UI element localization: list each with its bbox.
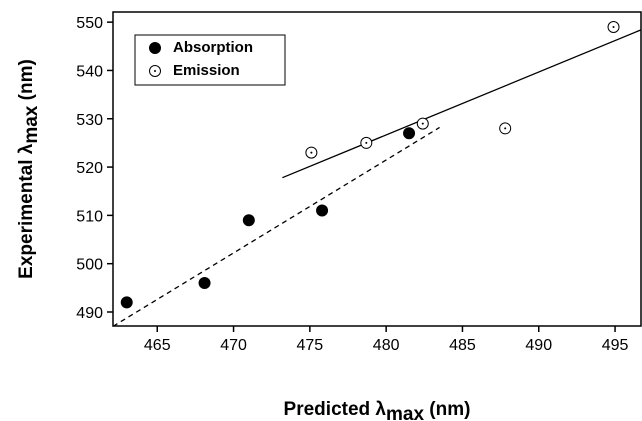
point bbox=[403, 127, 416, 140]
point-dot bbox=[612, 25, 615, 28]
x-tick-label: 475 bbox=[297, 337, 324, 354]
y-tick-label: 500 bbox=[76, 257, 103, 274]
fit-line bbox=[282, 29, 641, 179]
x-tick-label: 470 bbox=[220, 337, 247, 354]
x-tick-label: 465 bbox=[144, 337, 171, 354]
y-tick-label: 510 bbox=[76, 208, 103, 225]
fit-lines bbox=[113, 29, 641, 326]
legend-label: Absorption bbox=[173, 39, 253, 56]
point bbox=[120, 296, 133, 309]
point bbox=[316, 204, 329, 217]
y-label-unit: (nm) bbox=[16, 59, 37, 105]
y-tick-label: 490 bbox=[76, 305, 103, 322]
y-tick-label: 520 bbox=[76, 160, 103, 177]
x-tick-label: 480 bbox=[373, 337, 400, 354]
point bbox=[499, 122, 512, 135]
point bbox=[198, 277, 211, 290]
point-dot bbox=[504, 127, 507, 130]
x-tick-label: 490 bbox=[525, 337, 552, 354]
legend-box bbox=[134, 34, 286, 86]
x-axis-label: Predicted λmax (nm) bbox=[284, 399, 471, 421]
x-label-unit: (nm) bbox=[424, 399, 470, 420]
y-axis-label: Experimental λmax (nm) bbox=[16, 59, 42, 279]
point-dot bbox=[154, 70, 156, 72]
point bbox=[416, 117, 429, 130]
point bbox=[360, 136, 373, 149]
plot-frame bbox=[112, 11, 642, 327]
y-label-sub: max bbox=[21, 105, 42, 143]
x-tick-label: 495 bbox=[602, 337, 629, 354]
x-label-sub: max bbox=[386, 404, 424, 421]
fit-line bbox=[113, 126, 440, 326]
point-dot bbox=[365, 141, 368, 144]
y-tick-label: 530 bbox=[76, 112, 103, 129]
legend-label: Emission bbox=[173, 62, 240, 79]
point bbox=[242, 214, 255, 227]
point bbox=[149, 65, 161, 77]
y-tick-label: 540 bbox=[76, 63, 103, 80]
x-tick-label: 485 bbox=[449, 337, 476, 354]
x-label-text: Predicted λ bbox=[284, 399, 387, 420]
point-dot bbox=[421, 122, 424, 125]
y-label-text: Experimental λ bbox=[16, 143, 37, 279]
y-tick-label: 550 bbox=[76, 15, 103, 32]
point bbox=[607, 20, 620, 33]
point-dot bbox=[310, 151, 313, 154]
point bbox=[305, 146, 318, 159]
point bbox=[149, 42, 161, 54]
